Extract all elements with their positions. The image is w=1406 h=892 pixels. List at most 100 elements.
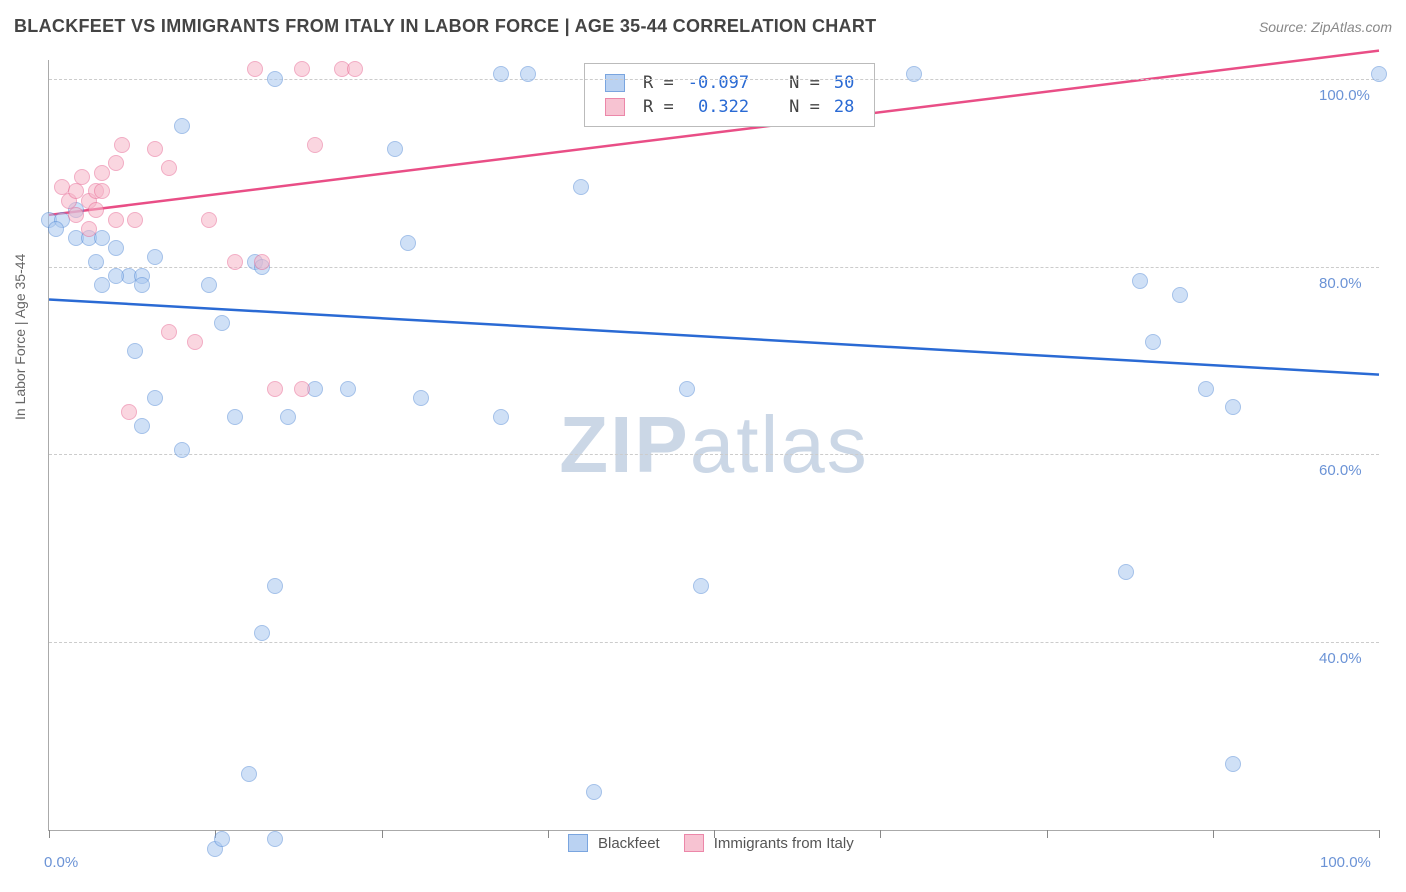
data-point bbox=[693, 578, 709, 594]
legend-swatch bbox=[684, 834, 704, 852]
data-point bbox=[906, 66, 922, 82]
gridline bbox=[49, 642, 1379, 643]
gridline bbox=[49, 454, 1379, 455]
data-point bbox=[68, 207, 84, 223]
r-value: 0.322 bbox=[682, 96, 755, 118]
x-tick bbox=[880, 830, 881, 838]
data-point bbox=[108, 212, 124, 228]
legend-item: Immigrants from Italy bbox=[684, 834, 854, 852]
n-value: 28 bbox=[828, 96, 860, 118]
data-point bbox=[81, 221, 97, 237]
data-point bbox=[1371, 66, 1387, 82]
stats-row: R =-0.097 N =50 bbox=[599, 72, 860, 94]
data-point bbox=[74, 169, 90, 185]
data-point bbox=[94, 183, 110, 199]
data-point bbox=[214, 315, 230, 331]
legend-swatch bbox=[605, 74, 625, 92]
data-point bbox=[340, 381, 356, 397]
x-tick-label: 100.0% bbox=[1320, 854, 1371, 871]
data-point bbox=[227, 254, 243, 270]
data-point bbox=[1225, 756, 1241, 772]
data-point bbox=[147, 141, 163, 157]
data-point bbox=[1118, 564, 1134, 580]
data-point bbox=[267, 71, 283, 87]
legend-item: Blackfeet bbox=[568, 834, 660, 852]
plot-area: ZIPatlas R =-0.097 N =50 R =0.322 N =28 40.… bbox=[48, 60, 1379, 831]
data-point bbox=[201, 277, 217, 293]
trend-line bbox=[49, 299, 1379, 374]
data-point bbox=[586, 784, 602, 800]
series-legend: Blackfeet Immigrants from Italy bbox=[568, 834, 854, 852]
data-point bbox=[161, 324, 177, 340]
data-point bbox=[127, 212, 143, 228]
watermark-bold: ZIP bbox=[559, 400, 689, 489]
legend-label: Blackfeet bbox=[598, 835, 660, 852]
data-point bbox=[679, 381, 695, 397]
data-point bbox=[254, 625, 270, 641]
data-point bbox=[174, 118, 190, 134]
n-value: 50 bbox=[828, 72, 860, 94]
data-point bbox=[94, 165, 110, 181]
data-point bbox=[347, 61, 363, 77]
data-point bbox=[127, 343, 143, 359]
legend-swatch bbox=[605, 98, 625, 116]
x-tick bbox=[1213, 830, 1214, 838]
y-tick-label: 40.0% bbox=[1319, 650, 1362, 667]
y-tick-label: 80.0% bbox=[1319, 275, 1362, 292]
data-point bbox=[400, 235, 416, 251]
stats-legend-box: R =-0.097 N =50 R =0.322 N =28 bbox=[584, 63, 875, 127]
data-point bbox=[573, 179, 589, 195]
data-point bbox=[254, 254, 270, 270]
x-tick bbox=[1047, 830, 1048, 838]
data-point bbox=[241, 766, 257, 782]
legend-swatch bbox=[568, 834, 588, 852]
data-point bbox=[1225, 399, 1241, 415]
data-point bbox=[294, 61, 310, 77]
data-point bbox=[267, 831, 283, 847]
data-point bbox=[187, 334, 203, 350]
chart-container: BLACKFEET VS IMMIGRANTS FROM ITALY IN LA… bbox=[0, 0, 1406, 892]
x-tick bbox=[548, 830, 549, 838]
source-link[interactable]: ZipAtlas.com bbox=[1311, 19, 1392, 35]
n-label: N = bbox=[783, 96, 826, 118]
data-point bbox=[134, 418, 150, 434]
y-tick-label: 100.0% bbox=[1319, 87, 1370, 104]
data-point bbox=[88, 254, 104, 270]
x-tick bbox=[49, 830, 50, 838]
data-point bbox=[1132, 273, 1148, 289]
stats-table: R =-0.097 N =50 R =0.322 N =28 bbox=[597, 70, 862, 120]
data-point bbox=[134, 277, 150, 293]
data-point bbox=[493, 409, 509, 425]
data-point bbox=[88, 202, 104, 218]
data-point bbox=[94, 277, 110, 293]
x-tick bbox=[1379, 830, 1380, 838]
data-point bbox=[108, 240, 124, 256]
data-point bbox=[174, 442, 190, 458]
data-point bbox=[214, 831, 230, 847]
data-point bbox=[247, 61, 263, 77]
data-point bbox=[387, 141, 403, 157]
trend-lines-layer bbox=[49, 60, 1379, 830]
data-point bbox=[267, 381, 283, 397]
watermark: ZIPatlas bbox=[559, 399, 868, 491]
watermark-light: atlas bbox=[690, 400, 869, 489]
r-value: -0.097 bbox=[682, 72, 755, 94]
data-point bbox=[114, 137, 130, 153]
x-tick-label: 0.0% bbox=[44, 854, 78, 871]
r-label: R = bbox=[637, 72, 680, 94]
data-point bbox=[121, 404, 137, 420]
n-label: N = bbox=[783, 72, 826, 94]
data-point bbox=[1172, 287, 1188, 303]
data-point bbox=[147, 249, 163, 265]
source-prefix: Source: bbox=[1259, 19, 1311, 35]
data-point bbox=[108, 268, 124, 284]
chart-title: BLACKFEET VS IMMIGRANTS FROM ITALY IN LA… bbox=[14, 16, 876, 37]
x-tick bbox=[382, 830, 383, 838]
data-point bbox=[48, 221, 64, 237]
data-point bbox=[1198, 381, 1214, 397]
stats-row: R =0.322 N =28 bbox=[599, 96, 860, 118]
r-label: R = bbox=[637, 96, 680, 118]
data-point bbox=[1145, 334, 1161, 350]
data-point bbox=[201, 212, 217, 228]
data-point bbox=[161, 160, 177, 176]
